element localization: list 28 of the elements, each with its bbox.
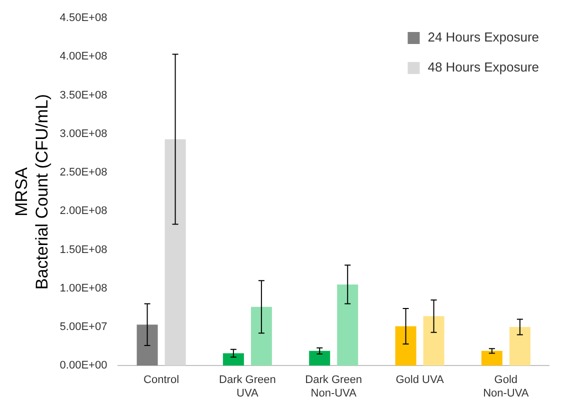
bar — [164, 139, 186, 366]
y-tick-label: 3.50E+08 — [60, 89, 108, 102]
x-tick-label: Gold Non-UVA — [483, 374, 530, 400]
legend-label: 48 Hours Exposure — [428, 60, 539, 75]
y-tick-label: 1.00E+08 — [60, 282, 108, 294]
x-tick-label: Dark Green UVA — [219, 374, 276, 400]
bar — [136, 324, 158, 366]
y-tick-label: 5.00E+07 — [60, 321, 108, 334]
bar — [250, 306, 272, 366]
y-tick-label: 2.00E+08 — [60, 205, 108, 218]
y-tick-label: 3.00E+08 — [60, 128, 108, 140]
bar — [222, 353, 244, 366]
bar — [337, 284, 358, 366]
y-tick-label: 1.50E+08 — [60, 244, 108, 256]
bar — [481, 350, 502, 366]
bar — [509, 326, 530, 366]
y-tick-label: 4.00E+08 — [60, 50, 108, 63]
bar — [395, 326, 416, 366]
x-tick-label: Control — [144, 374, 180, 386]
x-tick-label: Dark Green Non-UVA — [305, 374, 362, 400]
y-tick-label: 0.00E+00 — [60, 360, 108, 372]
bar — [423, 316, 444, 366]
y-axis-title: MRSA Bacterial Count (CFU/mL) — [12, 94, 52, 290]
bar — [309, 350, 330, 366]
x-tick-label: Gold UVA — [396, 374, 444, 386]
legend-label: 24 Hours Exposure — [428, 30, 539, 45]
y-tick-label: 2.50E+08 — [60, 166, 108, 179]
y-tick-label: 4.50E+08 — [60, 12, 108, 24]
